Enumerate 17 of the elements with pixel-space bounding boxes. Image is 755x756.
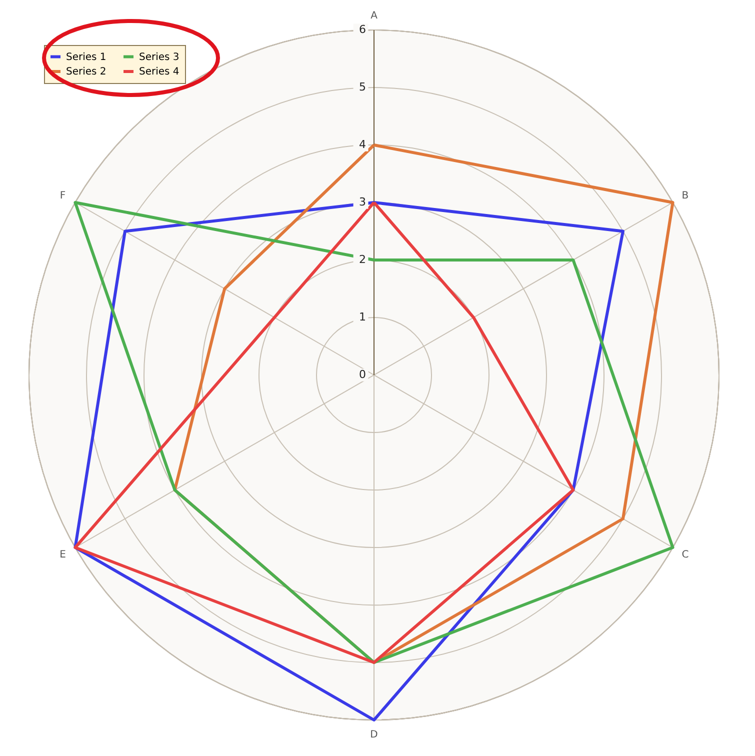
spoke-label: E [60, 550, 66, 561]
spoke-label: F [60, 190, 66, 202]
spoke-label: C [682, 550, 689, 561]
y-tick-label: 1 [358, 310, 366, 324]
legend-label: Series 3 [139, 52, 180, 63]
y-tick-label: 4 [358, 138, 366, 151]
spoke-label: D [370, 729, 378, 740]
y-tick-label: 3 [358, 196, 366, 208]
spoke-label: A [370, 10, 378, 22]
legend-label: Series 4 [139, 66, 180, 78]
y-tick-label: 0 [358, 368, 366, 381]
y-tick-label: 2 [358, 253, 366, 266]
legend-label: Series 1 [66, 52, 106, 63]
y-tick-label: 5 [358, 80, 366, 94]
y-tick-label: 6 [358, 23, 366, 36]
spoke-label: B [682, 190, 689, 202]
legend-label: Series 2 [66, 66, 106, 78]
